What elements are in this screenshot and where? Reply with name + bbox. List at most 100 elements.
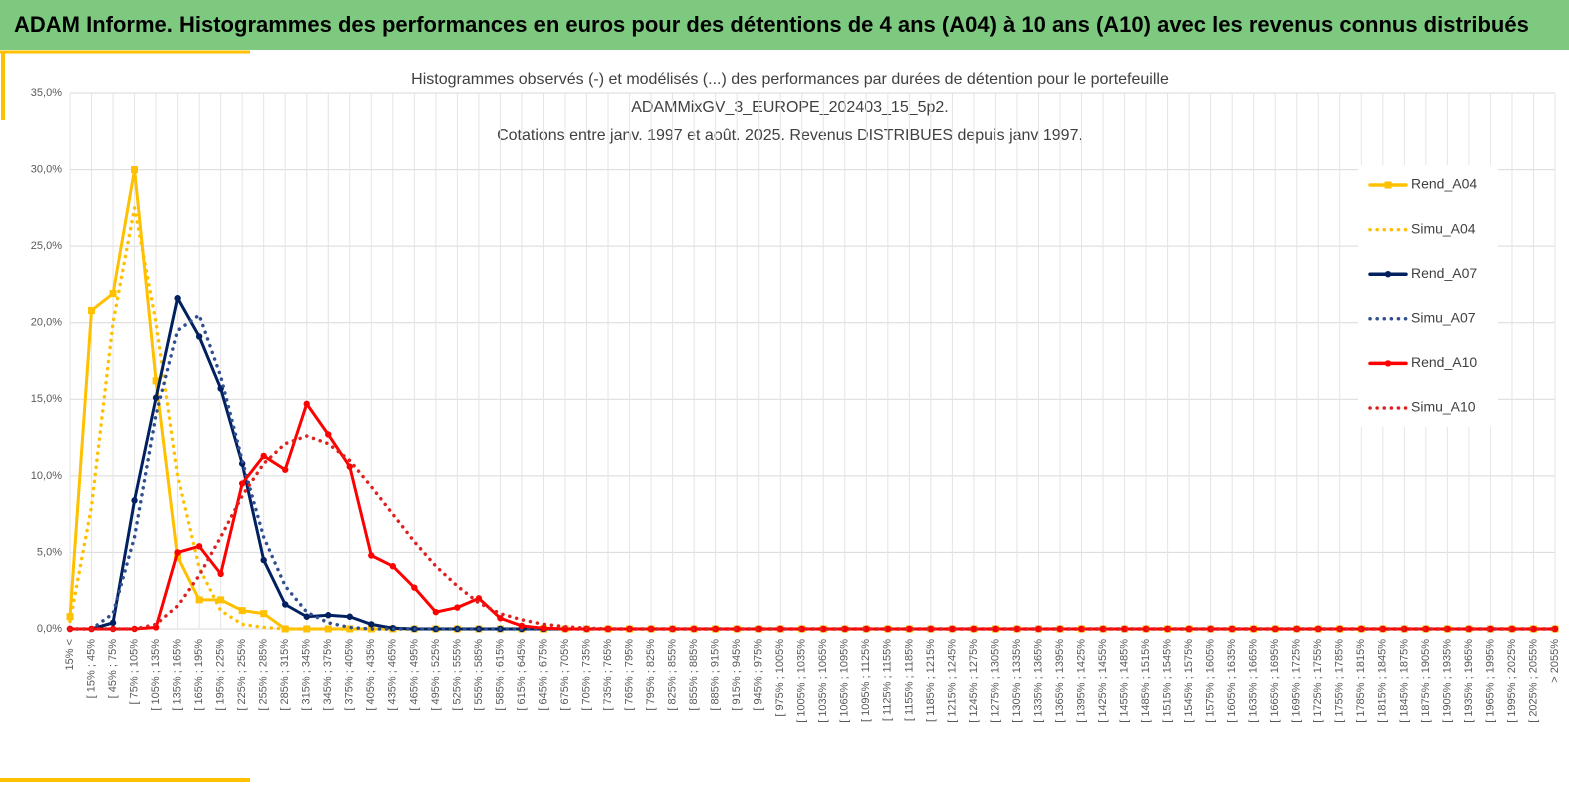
x-tick-label: [ 1155% ; 1185% bbox=[903, 639, 915, 721]
y-tick-label: 30,0% bbox=[31, 163, 62, 175]
point-marker bbox=[152, 377, 160, 385]
point-marker bbox=[432, 608, 440, 616]
point-marker bbox=[195, 333, 203, 340]
point-marker bbox=[303, 613, 310, 620]
x-tick-label: [ 1995% ; 2025% bbox=[1506, 639, 1518, 723]
x-tick-label: [ 135% ; 165% bbox=[172, 639, 184, 711]
x-tick-label: [ 945% ; 975% bbox=[753, 639, 765, 711]
point-marker bbox=[475, 595, 483, 602]
x-tick-label: [ 795% ; 825% bbox=[645, 639, 657, 711]
point-marker bbox=[1056, 625, 1064, 633]
x-tick-label: [ 915% ; 945% bbox=[731, 639, 743, 711]
x-tick-label: [ 1755% ; 1785% bbox=[1334, 639, 1346, 723]
point-marker bbox=[217, 596, 225, 604]
x-tick-label: [ 1785% ; 1815% bbox=[1355, 639, 1367, 723]
x-tick-label: [ 1545% ; 1575% bbox=[1183, 639, 1195, 723]
x-tick-label: [ 1455% ; 1485% bbox=[1118, 639, 1130, 723]
point-marker bbox=[325, 431, 332, 438]
point-marker bbox=[497, 615, 504, 622]
x-tick-label: [ 435% ; 465% bbox=[387, 639, 399, 711]
point-marker bbox=[195, 596, 203, 604]
x-tick-label: [ 855% ; 885% bbox=[688, 639, 700, 711]
x-tick-label: [ 735% ; 765% bbox=[602, 639, 614, 711]
x-tick-label: [ 2025% ; 2055% bbox=[1527, 639, 1539, 723]
x-tick-label: [ 1575% ; 1605% bbox=[1205, 639, 1217, 723]
x-tick-label: [ 1305% ; 1335% bbox=[1011, 639, 1023, 723]
point-marker bbox=[1530, 625, 1537, 633]
x-tick-label: [ 1605% ; 1635% bbox=[1226, 639, 1238, 723]
x-tick-label: [ 1005% ; 1035% bbox=[796, 639, 808, 723]
x-tick-label: [ 1245% ; 1275% bbox=[968, 639, 980, 723]
point-marker bbox=[217, 570, 224, 578]
x-tick-label: [ 225% ; 255% bbox=[236, 639, 248, 711]
point-marker bbox=[238, 480, 246, 487]
y-tick-label: 25,0% bbox=[31, 240, 62, 252]
x-tick-label: [ 1965% ; 1995% bbox=[1484, 639, 1496, 723]
legend-marker bbox=[1384, 271, 1392, 278]
x-tick-label: [ 1515% ; 1545% bbox=[1162, 639, 1174, 723]
x-tick-label: [ 1665% ; 1695% bbox=[1269, 639, 1281, 723]
legend-marker bbox=[1384, 181, 1392, 189]
point-marker bbox=[411, 584, 418, 591]
x-tick-label: [ 1215% ; 1245% bbox=[946, 639, 958, 723]
x-tick-label: [ 525% ; 555% bbox=[451, 639, 463, 711]
legend-box bbox=[1358, 165, 1498, 427]
point-marker bbox=[346, 463, 353, 470]
point-marker bbox=[260, 610, 268, 618]
x-tick-label: [ 1905% ; 1935% bbox=[1441, 639, 1453, 723]
point-marker bbox=[88, 306, 96, 314]
x-tick-label: [ 1635% ; 1665% bbox=[1248, 639, 1260, 723]
point-marker bbox=[1013, 625, 1021, 633]
y-tick-label: 10,0% bbox=[31, 470, 62, 482]
point-marker bbox=[1035, 625, 1042, 633]
point-marker bbox=[841, 625, 848, 633]
x-tick-label: [ 45% ; 75% bbox=[107, 639, 119, 699]
x-tick-label: [ 495% ; 525% bbox=[430, 639, 442, 711]
chart-title: ADAMMixGV_3_EUROPE_202403_15_5p2. bbox=[631, 99, 949, 116]
point-marker bbox=[131, 166, 139, 174]
x-tick-label: [ 645% ; 675% bbox=[537, 639, 549, 711]
x-tick-label: [ 195% ; 225% bbox=[215, 639, 227, 711]
point-marker bbox=[174, 549, 181, 556]
point-marker bbox=[195, 543, 203, 550]
x-tick-label: [ 75% ; 105% bbox=[128, 639, 140, 705]
y-tick-label: 0,0% bbox=[37, 623, 62, 635]
x-tick-label: [ 1875% ; 1905% bbox=[1420, 639, 1432, 723]
point-marker bbox=[540, 625, 547, 632]
point-marker bbox=[970, 625, 978, 633]
point-marker bbox=[906, 625, 913, 633]
x-tick-label: [ 405% ; 435% bbox=[365, 639, 377, 711]
x-tick-label: [ 1275% ; 1305% bbox=[989, 639, 1001, 723]
chart-title: Histogrammes observés (-) et modélisés (… bbox=[411, 71, 1169, 88]
point-marker bbox=[863, 625, 870, 633]
point-marker bbox=[109, 619, 117, 627]
legend-label: Simu_A07 bbox=[1411, 310, 1476, 326]
x-tick-label: [ 1725% ; 1755% bbox=[1312, 639, 1324, 723]
x-tick-label: [ 555% ; 585% bbox=[473, 639, 485, 711]
chart-title: Cotations entre janv. 1997 et août. 2025… bbox=[497, 127, 1083, 144]
point-marker bbox=[346, 613, 353, 620]
point-marker bbox=[131, 497, 138, 504]
point-marker bbox=[282, 601, 289, 608]
header-title: ADAM Informe. Histogrammes des performan… bbox=[14, 12, 1529, 37]
point-marker bbox=[174, 295, 181, 302]
y-tick-label: 5,0% bbox=[37, 546, 62, 558]
legend-label: Rend_A10 bbox=[1411, 354, 1477, 370]
point-marker bbox=[884, 625, 892, 633]
x-tick-label: [ 1845% ; 1875% bbox=[1398, 639, 1410, 723]
point-marker bbox=[238, 607, 246, 615]
point-marker bbox=[454, 604, 461, 611]
x-tick-label: [ 1425% ; 1455% bbox=[1097, 639, 1109, 723]
point-marker bbox=[949, 625, 956, 633]
x-tick-label: [ 465% ; 495% bbox=[408, 639, 420, 711]
x-tick-label: [ 585% ; 615% bbox=[494, 639, 506, 711]
x-tick-label: > 2055% bbox=[1549, 639, 1561, 683]
x-tick-label: [ 255% ; 285% bbox=[258, 639, 270, 711]
x-tick-label: [ 1695% ; 1725% bbox=[1291, 639, 1303, 723]
x-tick-label: [ 975% ; 1005% bbox=[774, 639, 786, 717]
x-tick-label: [ 375% ; 405% bbox=[344, 639, 356, 711]
point-marker bbox=[260, 452, 267, 460]
x-tick-label: [ 15% ; 45% bbox=[85, 639, 97, 699]
x-tick-label: [ 1185% ; 1215% bbox=[925, 639, 937, 722]
